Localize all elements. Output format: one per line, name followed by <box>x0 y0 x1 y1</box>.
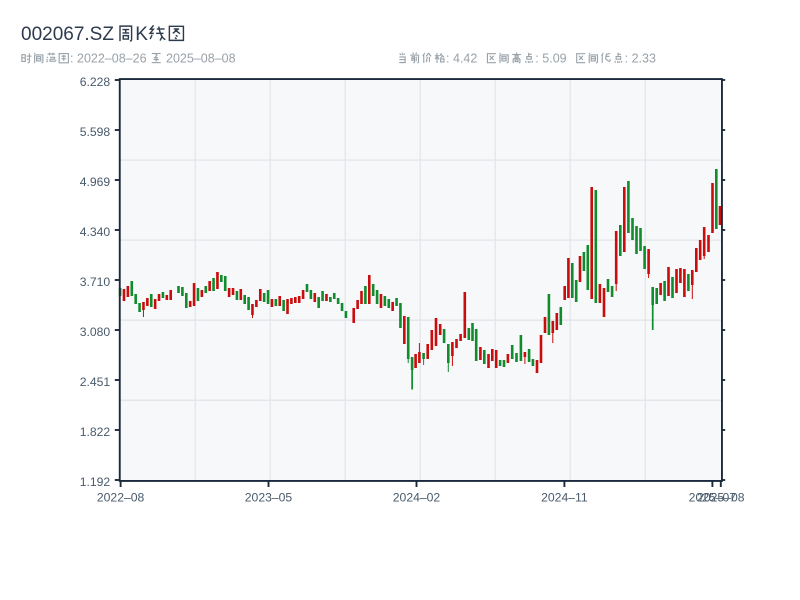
svg-text:002067.SZ: 002067.SZ <box>21 24 114 45</box>
svg-text:2022–08: 2022–08 <box>97 491 145 505</box>
svg-text:2024–02: 2024–02 <box>393 491 441 505</box>
svg-text:3.710: 3.710 <box>80 275 111 289</box>
svg-text:5.598: 5.598 <box>80 125 111 139</box>
svg-text:5.09: 5.09 <box>542 52 566 66</box>
svg-text::: : <box>446 52 449 66</box>
svg-text:1.192: 1.192 <box>80 475 111 489</box>
svg-text:6.228: 6.228 <box>80 75 111 89</box>
svg-text:4.969: 4.969 <box>80 175 111 189</box>
svg-text:4.340: 4.340 <box>80 225 111 239</box>
svg-text:2025–08: 2025–08 <box>697 491 745 505</box>
svg-text::: : <box>70 52 73 66</box>
svg-text:2024–11: 2024–11 <box>541 491 588 505</box>
svg-text:2022–08–26: 2022–08–26 <box>77 52 147 66</box>
svg-text:K: K <box>135 24 148 45</box>
svg-text::: : <box>625 52 628 66</box>
svg-text:2023–05: 2023–05 <box>245 491 293 505</box>
svg-text::: : <box>535 52 538 66</box>
svg-text:2025–07: 2025–07 <box>689 491 737 505</box>
svg-text:2.33: 2.33 <box>632 52 656 66</box>
svg-text:1.822: 1.822 <box>80 425 111 439</box>
svg-text:3.080: 3.080 <box>80 325 111 339</box>
svg-text:4.42: 4.42 <box>453 52 477 66</box>
svg-text:2.451: 2.451 <box>80 375 111 389</box>
svg-text:2025–08–08: 2025–08–08 <box>166 52 236 66</box>
